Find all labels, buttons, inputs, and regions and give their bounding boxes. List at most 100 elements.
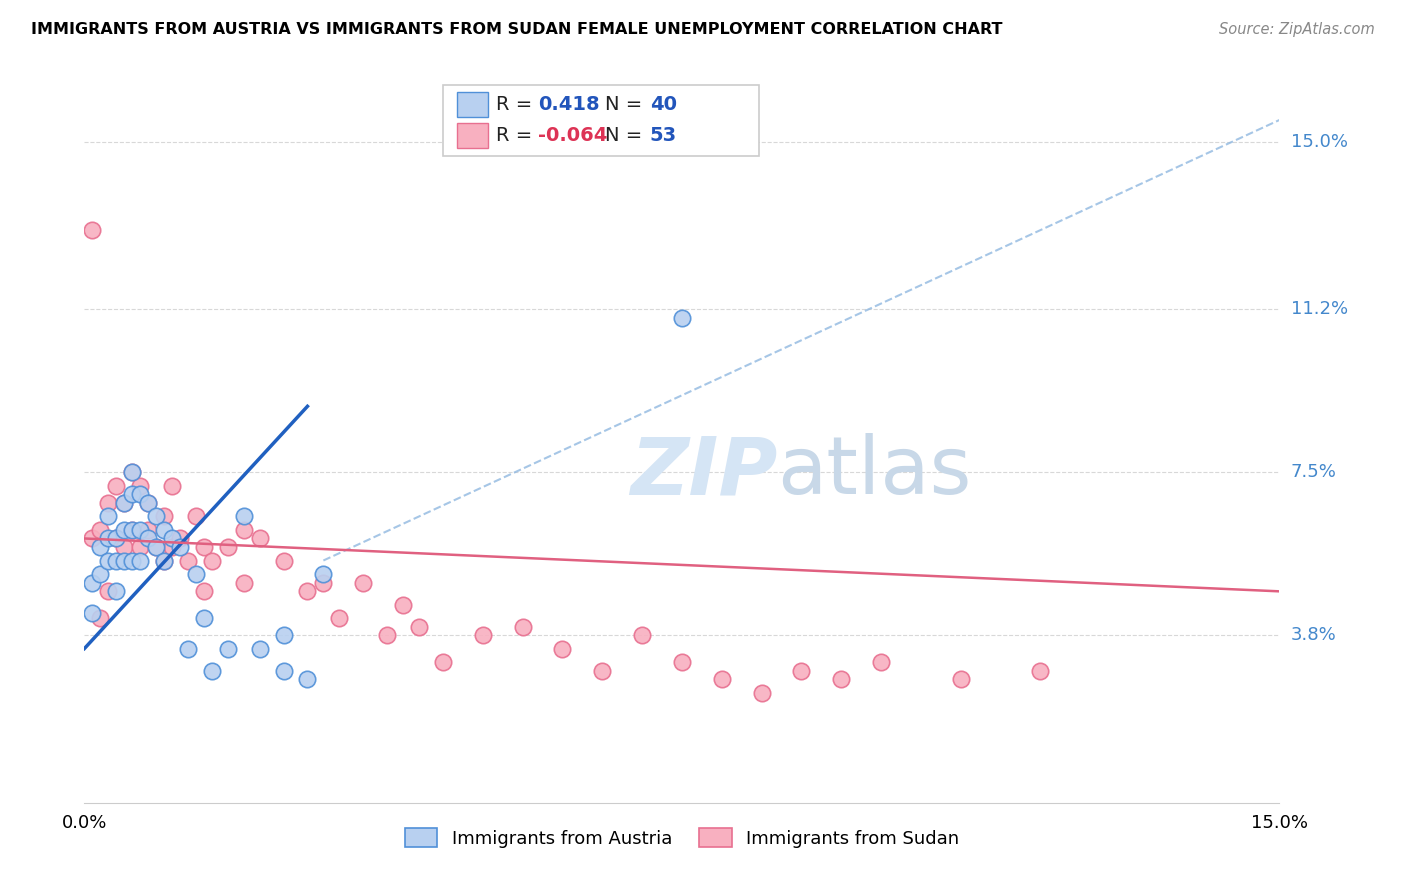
Point bbox=[105, 478, 128, 492]
Text: N =: N = bbox=[605, 95, 648, 114]
Point bbox=[312, 575, 335, 590]
Point bbox=[671, 311, 693, 326]
Text: Source: ZipAtlas.com: Source: ZipAtlas.com bbox=[1219, 22, 1375, 37]
Point bbox=[153, 509, 176, 524]
Point bbox=[184, 509, 207, 524]
Point bbox=[232, 509, 254, 524]
Point bbox=[232, 523, 254, 537]
Point bbox=[105, 532, 128, 546]
Point bbox=[121, 523, 143, 537]
Point bbox=[177, 553, 200, 567]
Point bbox=[121, 523, 143, 537]
Point bbox=[89, 523, 111, 537]
Point bbox=[232, 575, 254, 590]
Point bbox=[512, 619, 534, 633]
Point bbox=[160, 532, 183, 546]
Point bbox=[631, 628, 654, 642]
Point bbox=[82, 575, 104, 590]
Point bbox=[153, 523, 176, 537]
Point bbox=[830, 673, 852, 687]
Point bbox=[97, 509, 120, 524]
Text: IMMIGRANTS FROM AUSTRIA VS IMMIGRANTS FROM SUDAN FEMALE UNEMPLOYMENT CORRELATION: IMMIGRANTS FROM AUSTRIA VS IMMIGRANTS FR… bbox=[31, 22, 1002, 37]
Point bbox=[169, 541, 191, 555]
Point bbox=[169, 532, 191, 546]
Point bbox=[112, 541, 135, 555]
Point bbox=[82, 607, 104, 621]
Text: ZIP: ZIP bbox=[630, 434, 778, 511]
Point bbox=[121, 466, 143, 480]
Point bbox=[1029, 664, 1052, 678]
Point bbox=[82, 223, 104, 237]
Point bbox=[121, 466, 143, 480]
Point bbox=[193, 584, 215, 599]
Point bbox=[136, 523, 159, 537]
Point bbox=[352, 575, 374, 590]
Point bbox=[121, 553, 143, 567]
Point bbox=[217, 541, 239, 555]
Point bbox=[89, 566, 111, 581]
Point bbox=[153, 553, 176, 567]
Point bbox=[217, 641, 239, 656]
Text: N =: N = bbox=[605, 126, 648, 145]
Point bbox=[408, 619, 430, 633]
Point bbox=[328, 611, 350, 625]
Point bbox=[201, 553, 224, 567]
Point bbox=[432, 655, 454, 669]
Point bbox=[375, 628, 398, 642]
Point bbox=[392, 598, 415, 612]
Point bbox=[177, 641, 200, 656]
Point bbox=[273, 664, 295, 678]
Point bbox=[112, 523, 135, 537]
Point bbox=[97, 553, 120, 567]
Point bbox=[273, 628, 295, 642]
Point bbox=[297, 673, 319, 687]
Text: 0.418: 0.418 bbox=[538, 95, 600, 114]
Point bbox=[273, 553, 295, 567]
Point bbox=[297, 584, 319, 599]
Point bbox=[249, 641, 271, 656]
Point bbox=[312, 566, 335, 581]
Point bbox=[870, 655, 893, 669]
Point bbox=[112, 496, 135, 510]
Legend: Immigrants from Austria, Immigrants from Sudan: Immigrants from Austria, Immigrants from… bbox=[398, 821, 966, 855]
Point bbox=[145, 509, 167, 524]
Point bbox=[710, 673, 733, 687]
Point bbox=[471, 628, 494, 642]
Point bbox=[184, 566, 207, 581]
Point bbox=[97, 532, 120, 546]
Text: atlas: atlas bbox=[778, 434, 972, 511]
Text: R =: R = bbox=[496, 95, 538, 114]
Point bbox=[671, 655, 693, 669]
Point bbox=[145, 541, 167, 555]
Point bbox=[129, 478, 152, 492]
Point bbox=[105, 532, 128, 546]
Point bbox=[136, 496, 159, 510]
Point bbox=[89, 541, 111, 555]
Point bbox=[145, 541, 167, 555]
Point bbox=[160, 478, 183, 492]
Text: R =: R = bbox=[496, 126, 538, 145]
Text: 53: 53 bbox=[650, 126, 676, 145]
Point bbox=[121, 487, 143, 501]
Point bbox=[201, 664, 224, 678]
Point bbox=[591, 664, 613, 678]
Text: -0.064: -0.064 bbox=[538, 126, 607, 145]
Text: 3.8%: 3.8% bbox=[1291, 626, 1336, 644]
Point bbox=[129, 487, 152, 501]
Point bbox=[790, 664, 813, 678]
Point bbox=[129, 553, 152, 567]
Point bbox=[193, 611, 215, 625]
Point bbox=[89, 611, 111, 625]
Point bbox=[105, 553, 128, 567]
Point bbox=[153, 553, 176, 567]
Point bbox=[751, 686, 773, 700]
Point bbox=[112, 496, 135, 510]
Point bbox=[82, 532, 104, 546]
Point bbox=[949, 673, 972, 687]
Text: 7.5%: 7.5% bbox=[1291, 464, 1337, 482]
Point bbox=[97, 584, 120, 599]
Point bbox=[97, 496, 120, 510]
Point bbox=[136, 532, 159, 546]
Point bbox=[105, 584, 128, 599]
Point bbox=[160, 541, 183, 555]
